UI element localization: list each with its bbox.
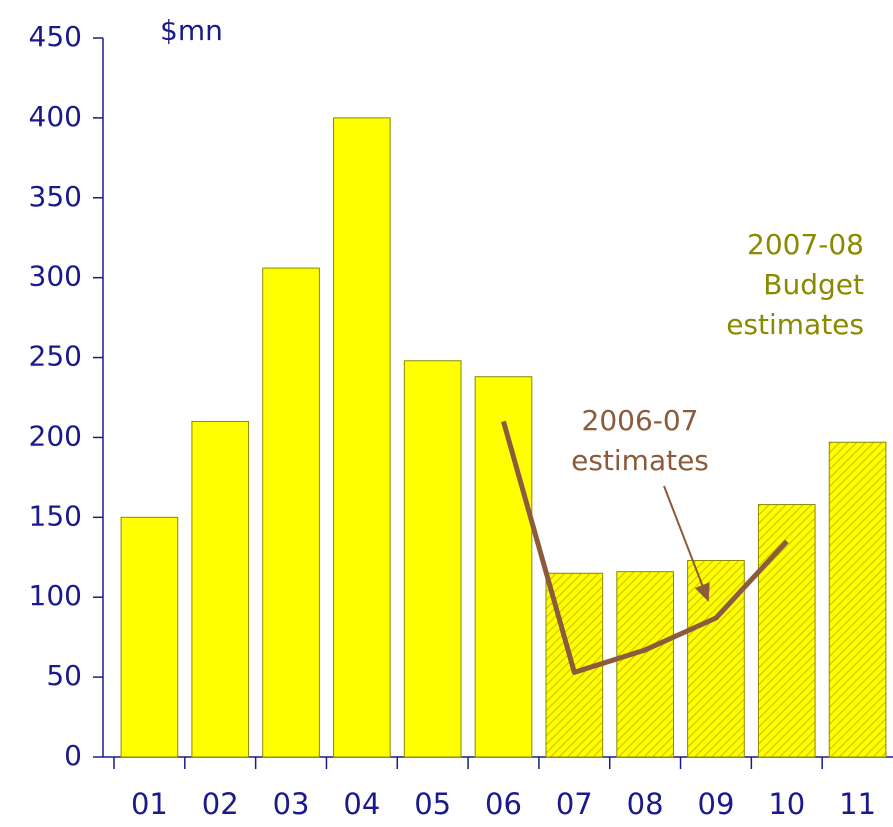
x-tick-label: 07 bbox=[556, 787, 593, 821]
annotation: estimates bbox=[726, 308, 864, 341]
x-tick-label: 05 bbox=[414, 787, 451, 821]
bar bbox=[757, 504, 816, 758]
y-tick-label: 0 bbox=[64, 739, 82, 772]
y-tick-label: 300 bbox=[29, 260, 82, 293]
x-tick-label: 02 bbox=[202, 787, 239, 821]
y-tick-label: 400 bbox=[29, 100, 82, 133]
annotation: 2006-07 bbox=[582, 404, 699, 437]
x-tick-label: 08 bbox=[627, 787, 664, 821]
x-tick-label: 01 bbox=[131, 787, 168, 821]
y-tick-label: 150 bbox=[29, 499, 82, 532]
unit-label: $mn bbox=[160, 14, 223, 47]
bar bbox=[191, 420, 250, 758]
annotation-arrow bbox=[663, 485, 710, 602]
bar bbox=[333, 117, 391, 758]
y-tick-label: 100 bbox=[29, 579, 82, 612]
y-tick-label: 250 bbox=[29, 340, 82, 373]
bar bbox=[120, 516, 179, 758]
x-tick-label: 09 bbox=[698, 787, 735, 821]
bar bbox=[262, 267, 320, 758]
bar bbox=[616, 571, 674, 758]
x-tick-label: 06 bbox=[485, 787, 522, 821]
y-tick-label: 200 bbox=[29, 419, 82, 452]
y-tick-label: 450 bbox=[29, 20, 82, 53]
annotation: 2007-08 bbox=[747, 228, 864, 261]
bar bbox=[687, 559, 745, 758]
y-tick-label: 350 bbox=[29, 180, 82, 213]
x-tick-label: 04 bbox=[343, 787, 380, 821]
x-tick-label: 11 bbox=[839, 787, 876, 821]
x-tick-label: 03 bbox=[273, 787, 310, 821]
y-tick-label: 50 bbox=[46, 659, 82, 692]
bar bbox=[828, 441, 887, 758]
bar bbox=[474, 376, 533, 758]
annotation: Budget bbox=[763, 268, 864, 301]
annotation: estimates bbox=[571, 444, 709, 477]
bar bbox=[403, 360, 462, 758]
x-tick-label: 10 bbox=[768, 787, 805, 821]
estimate-line bbox=[501, 420, 789, 675]
